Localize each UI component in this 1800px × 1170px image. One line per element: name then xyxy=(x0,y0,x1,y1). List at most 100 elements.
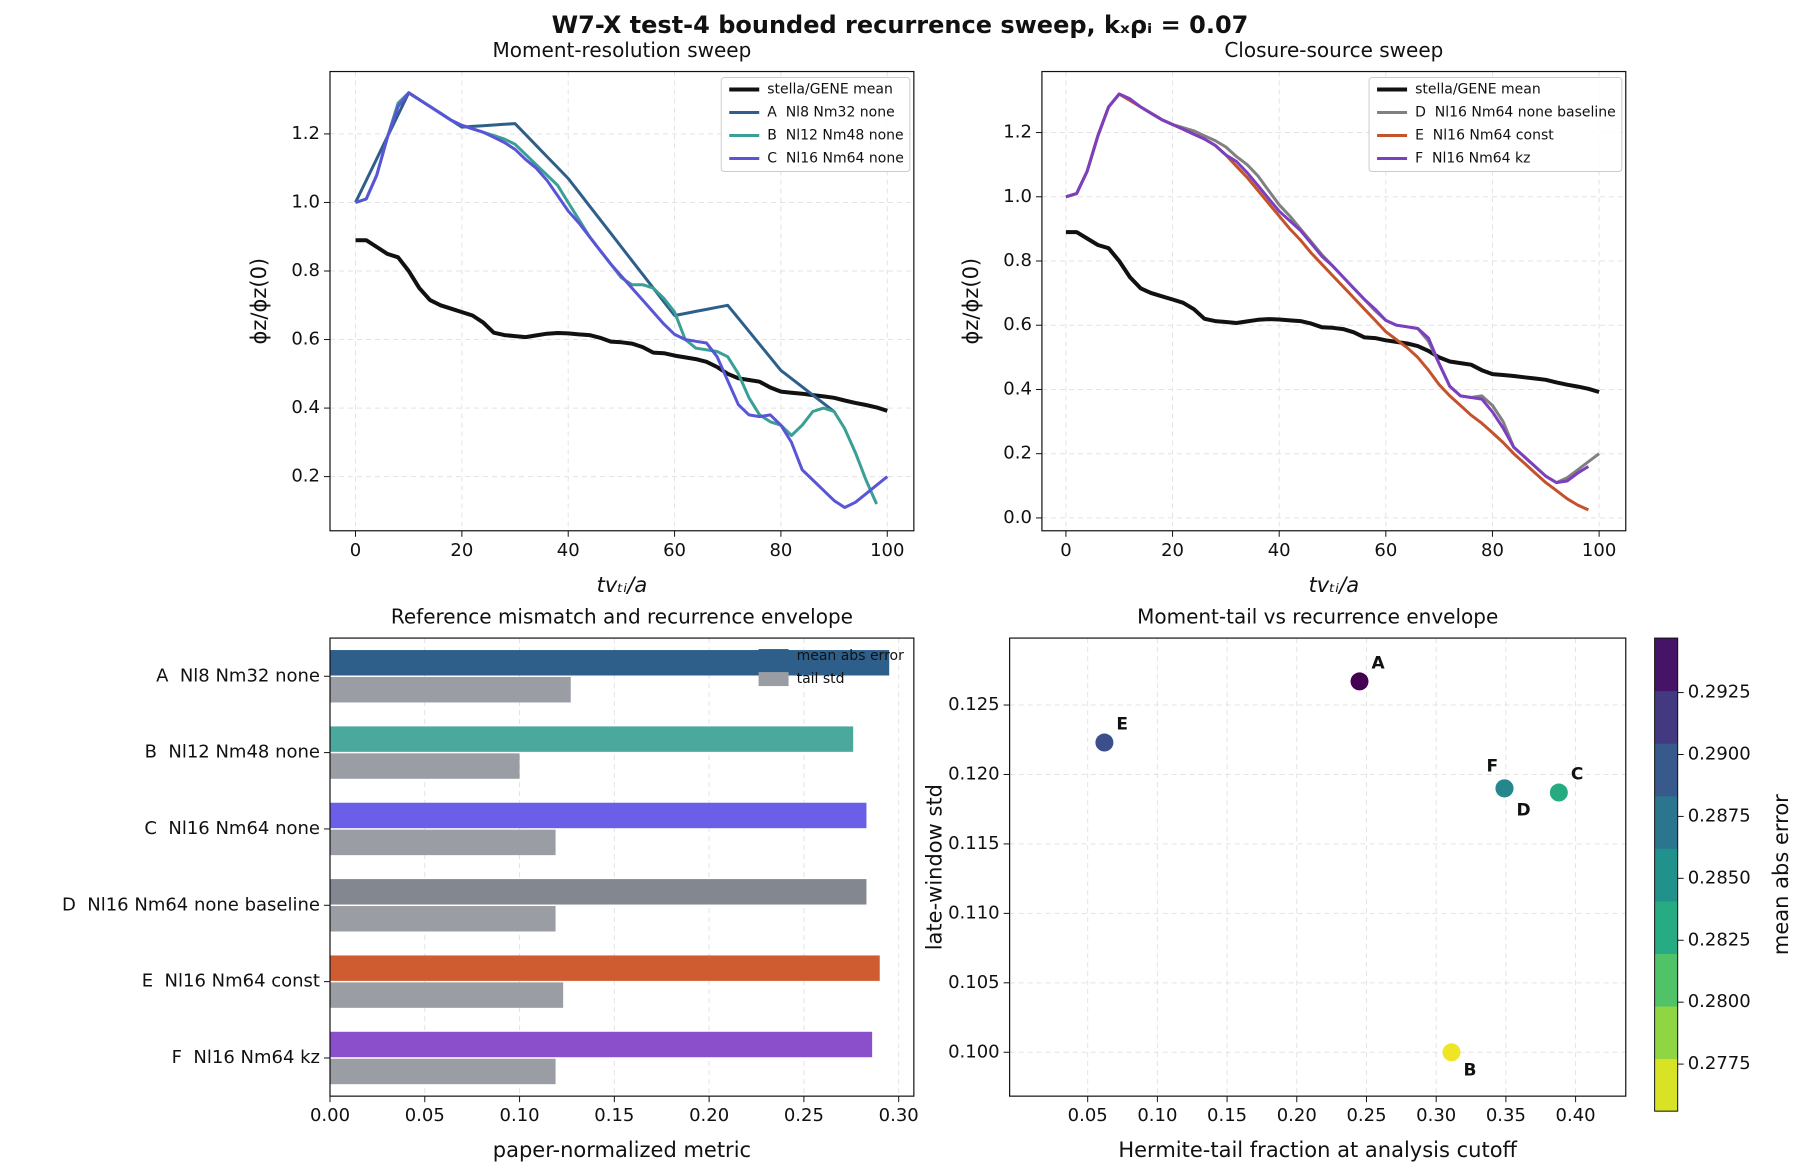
y-tick-label: 0.2 xyxy=(291,466,320,487)
bar xyxy=(330,753,520,779)
y-tick-label: C Nl16 Nm64 none xyxy=(144,818,320,839)
scatter-point xyxy=(1442,1043,1461,1062)
scatter-point xyxy=(1095,733,1114,752)
colorbar-band xyxy=(1654,848,1678,902)
bar xyxy=(330,879,867,905)
subplot-title: Closure-source sweep xyxy=(1224,38,1443,62)
y-tick-label: 1.0 xyxy=(1003,186,1032,207)
colorbar-band xyxy=(1654,638,1678,692)
bar xyxy=(330,650,890,676)
y-tick-label: 0.100 xyxy=(948,1041,1000,1062)
colorbar-band xyxy=(1654,743,1678,797)
colorbar-band xyxy=(1654,953,1678,1007)
legend-label: mean abs error xyxy=(797,648,905,664)
line-series xyxy=(355,91,889,509)
figure-title: W7-X test-4 bounded recurrence sweep, kₓ… xyxy=(552,11,1249,39)
colorbar-tick-label: 0.2850 xyxy=(1688,867,1751,888)
plot-area xyxy=(1009,638,1626,1097)
colorbar-tick-label: 0.2900 xyxy=(1688,743,1751,764)
bar xyxy=(330,982,564,1008)
colorbar-tick-label: 0.2925 xyxy=(1688,682,1751,703)
point-label: D xyxy=(1516,800,1530,820)
point-label: F xyxy=(1486,756,1498,776)
x-tick-label: 0.30 xyxy=(1416,1105,1456,1126)
point-label: B xyxy=(1464,1060,1477,1080)
y-tick-label: 1.2 xyxy=(291,123,320,144)
colorbar-tick-label: 0.2875 xyxy=(1688,805,1751,826)
bar xyxy=(330,829,556,856)
x-tick-label: 0.30 xyxy=(879,1105,919,1126)
y-tick-label: 0.110 xyxy=(948,902,1000,923)
bar xyxy=(330,802,867,829)
colorbar-band xyxy=(1654,795,1678,849)
y-tick-label: 1.2 xyxy=(1003,122,1032,143)
axes-frame xyxy=(329,70,915,532)
y-axis-label: ϕz/ϕz(0) xyxy=(247,258,271,345)
x-tick-label: 0.10 xyxy=(500,1105,540,1126)
y-tick-label: 0.0 xyxy=(1003,507,1032,528)
axes-frame xyxy=(1009,637,1627,1097)
y-tick-label: 0.6 xyxy=(1003,314,1032,335)
colorbar-label: mean abs error xyxy=(1769,794,1793,955)
scatter-point xyxy=(1549,783,1568,802)
legend-swatch xyxy=(758,672,789,687)
legend-frame xyxy=(720,77,911,173)
x-axis-label: Hermite-tail fraction at analysis cutoff xyxy=(1118,1138,1517,1162)
point-label: C xyxy=(1571,765,1583,785)
x-tick-label: 0.40 xyxy=(1556,1105,1596,1126)
subplot-title: Reference mismatch and recurrence envelo… xyxy=(391,605,853,629)
plot-area xyxy=(330,638,914,1097)
scatter-point xyxy=(1350,672,1369,691)
y-tick-label: A Nl8 Nm32 none xyxy=(156,665,320,686)
colorbar-tick-label: 0.2800 xyxy=(1688,991,1751,1012)
legend-label: stella/GENE mean xyxy=(767,82,893,98)
x-axis-label: tvₜᵢ/a xyxy=(1309,573,1360,597)
legend-frame xyxy=(1368,77,1623,173)
y-tick-label: 0.8 xyxy=(1003,250,1032,271)
x-tick-label: 40 xyxy=(557,540,580,561)
colorbar-band xyxy=(1654,1006,1678,1060)
legend-label: B Nl12 Nm48 none xyxy=(767,128,903,144)
x-axis-label: tvₜᵢ/a xyxy=(597,573,648,597)
x-tick-label: 80 xyxy=(769,540,792,561)
legend: mean abs error tail std xyxy=(758,648,905,687)
y-tick-label: 0.8 xyxy=(291,260,320,281)
bar xyxy=(330,677,571,703)
colorbar-band xyxy=(1654,900,1678,954)
point-label: E xyxy=(1116,715,1128,735)
legend-swatch xyxy=(758,649,789,664)
y-axis-label: ϕz/ϕz(0) xyxy=(959,258,983,345)
legend-label: F Nl16 Nm64 kz xyxy=(1415,151,1530,167)
line-series xyxy=(1065,230,1600,394)
x-tick-label: 100 xyxy=(870,540,904,561)
y-tick-label: 0.120 xyxy=(948,763,1000,784)
bar xyxy=(330,955,880,981)
x-tick-label: 0.10 xyxy=(1137,1105,1177,1126)
legend-label: D Nl16 Nm64 none baseline xyxy=(1415,105,1616,121)
line-series xyxy=(1065,92,1590,485)
legend-label: tail std xyxy=(797,671,845,687)
legend: stella/GENE mean D Nl16 Nm64 none baselin… xyxy=(1368,77,1623,173)
point-label: A xyxy=(1372,653,1386,673)
x-tick-label: 100 xyxy=(1582,540,1616,561)
bar xyxy=(330,726,854,752)
colorbar-tick-label: 0.2775 xyxy=(1688,1053,1751,1074)
legend-label: C Nl16 Nm64 none xyxy=(767,151,904,167)
colorbar-band xyxy=(1654,1058,1678,1112)
legend-label: stella/GENE mean xyxy=(1415,82,1541,98)
colorbar-frame xyxy=(1654,637,1679,1112)
x-tick-label: 0.15 xyxy=(1207,1105,1247,1126)
x-tick-label: 0.35 xyxy=(1486,1105,1526,1126)
x-tick-label: 0 xyxy=(350,540,361,561)
x-tick-label: 0.05 xyxy=(405,1105,445,1126)
y-axis-label: late-window std xyxy=(923,784,947,950)
x-tick-label: 60 xyxy=(1374,540,1397,561)
bar xyxy=(330,906,556,932)
bar xyxy=(330,1058,556,1085)
x-tick-label: 20 xyxy=(1161,540,1184,561)
legend-label: A Nl8 Nm32 none xyxy=(767,105,895,121)
subplot-title: Moment-resolution sweep xyxy=(493,38,752,62)
x-tick-label: 0 xyxy=(1060,540,1071,561)
line-series xyxy=(355,238,888,413)
